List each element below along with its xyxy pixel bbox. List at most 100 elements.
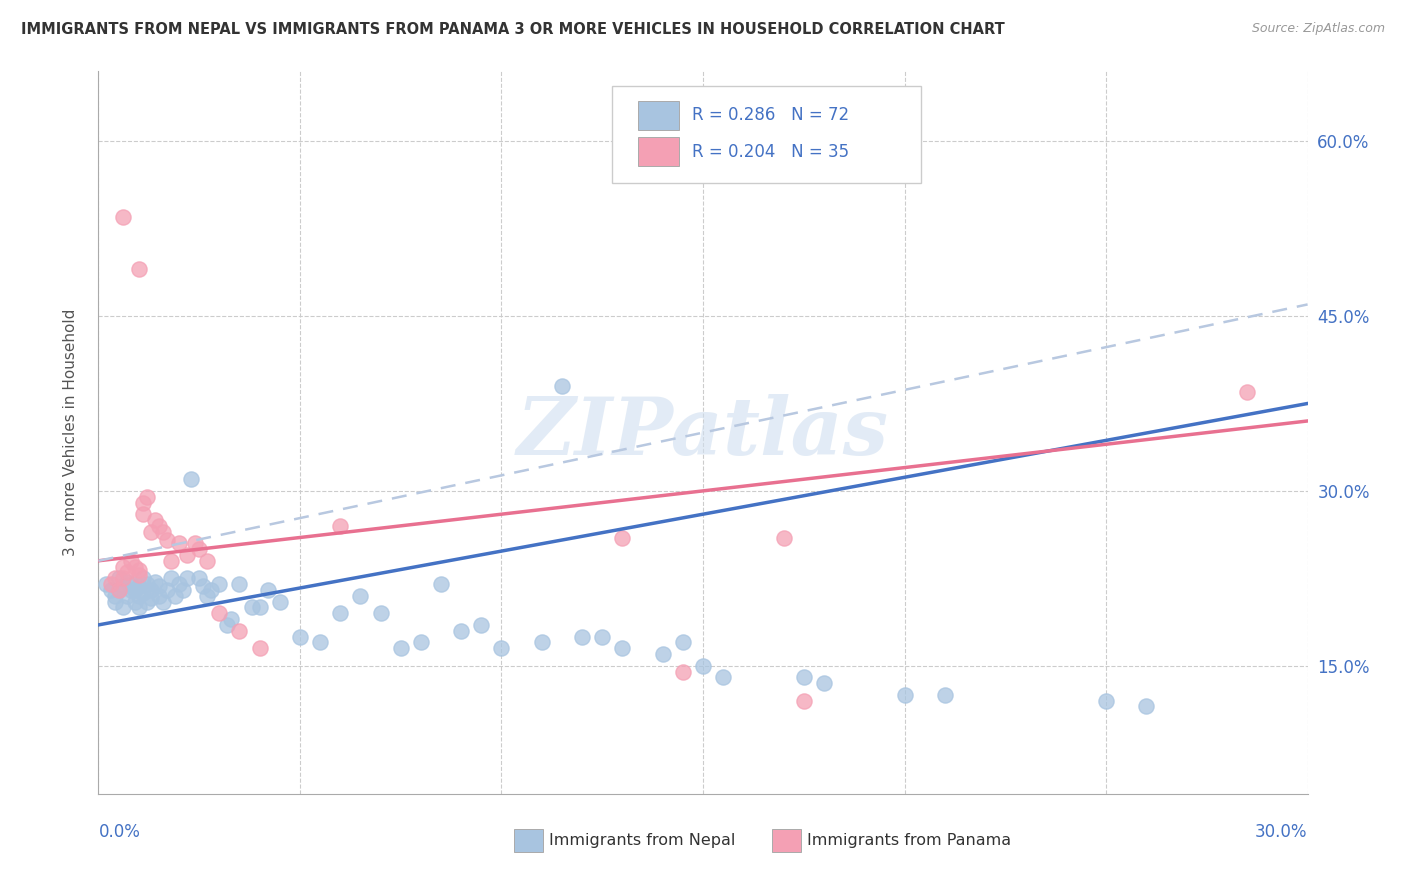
Point [672, 635, 695, 649]
Point [96, 577, 118, 591]
Point [672, 665, 695, 679]
Point [135, 594, 157, 608]
Y-axis label: 3 or more Vehicles in Household: 3 or more Vehicles in Household [63, 309, 77, 557]
FancyBboxPatch shape [515, 830, 543, 853]
Point [111, 559, 134, 574]
FancyBboxPatch shape [613, 86, 921, 184]
Point [195, 589, 218, 603]
Point [128, 579, 150, 593]
Point [491, 641, 513, 656]
Text: Source: ZipAtlas.com: Source: ZipAtlas.com [1251, 22, 1385, 36]
Point [103, 571, 125, 585]
Point [128, 589, 150, 603]
Point [139, 582, 162, 597]
Point [269, 594, 291, 608]
Point [612, 641, 634, 656]
Point [370, 607, 392, 621]
Point [124, 582, 146, 597]
Point [711, 670, 734, 684]
Point [612, 531, 634, 545]
Point [893, 688, 915, 702]
Point [430, 577, 453, 591]
Point [349, 589, 371, 603]
Point [132, 571, 155, 585]
Point [120, 554, 142, 568]
Point [128, 600, 150, 615]
Point [329, 607, 352, 621]
Point [152, 524, 174, 539]
Point [450, 624, 472, 638]
Text: Immigrants from Nepal: Immigrants from Nepal [550, 833, 735, 848]
Point [217, 618, 239, 632]
Point [120, 577, 142, 591]
Point [180, 472, 202, 486]
Point [128, 567, 150, 582]
Point [195, 554, 218, 568]
Point [692, 658, 714, 673]
Point [160, 554, 183, 568]
Text: 30.0%: 30.0% [1256, 823, 1308, 841]
Point [167, 577, 190, 591]
Point [135, 577, 157, 591]
Point [793, 670, 815, 684]
Point [103, 594, 125, 608]
Point [100, 577, 122, 591]
Text: Immigrants from Panama: Immigrants from Panama [807, 833, 1011, 848]
Point [813, 676, 835, 690]
FancyBboxPatch shape [638, 101, 679, 130]
Point [156, 533, 179, 547]
Point [163, 589, 186, 603]
Point [152, 594, 174, 608]
Point [228, 577, 250, 591]
Text: 0.0%: 0.0% [98, 823, 141, 841]
Point [115, 566, 138, 580]
Point [772, 531, 794, 545]
Point [571, 630, 593, 644]
Point [115, 574, 138, 589]
Point [167, 536, 190, 550]
Point [530, 635, 553, 649]
Point [111, 571, 134, 585]
Point [111, 600, 134, 615]
Text: R = 0.286   N = 72: R = 0.286 N = 72 [692, 106, 849, 124]
Point [591, 630, 613, 644]
Point [139, 524, 162, 539]
Point [143, 513, 166, 527]
Point [651, 647, 673, 661]
Point [139, 591, 162, 606]
Point [135, 490, 157, 504]
Point [200, 582, 222, 597]
Point [107, 582, 129, 597]
Point [128, 563, 150, 577]
Point [188, 542, 211, 557]
Point [551, 379, 574, 393]
Point [934, 688, 956, 702]
Point [470, 618, 492, 632]
Point [132, 507, 155, 521]
Point [100, 582, 122, 597]
Point [409, 635, 432, 649]
Point [193, 579, 215, 593]
Point [107, 571, 129, 585]
Point [221, 612, 243, 626]
Point [329, 519, 352, 533]
Point [208, 577, 231, 591]
Point [148, 589, 170, 603]
Point [184, 536, 207, 550]
Point [249, 600, 271, 615]
Point [1135, 699, 1157, 714]
Text: R = 0.204   N = 35: R = 0.204 N = 35 [692, 143, 849, 161]
Point [148, 579, 170, 593]
Point [132, 495, 155, 509]
Point [188, 571, 211, 585]
Point [107, 582, 129, 597]
Point [103, 589, 125, 603]
Point [111, 210, 134, 224]
Point [160, 571, 183, 585]
Point [1095, 693, 1118, 707]
Text: ZIPatlas: ZIPatlas [517, 394, 889, 471]
Point [309, 635, 332, 649]
Point [111, 579, 134, 593]
Point [128, 262, 150, 277]
Point [156, 582, 179, 597]
